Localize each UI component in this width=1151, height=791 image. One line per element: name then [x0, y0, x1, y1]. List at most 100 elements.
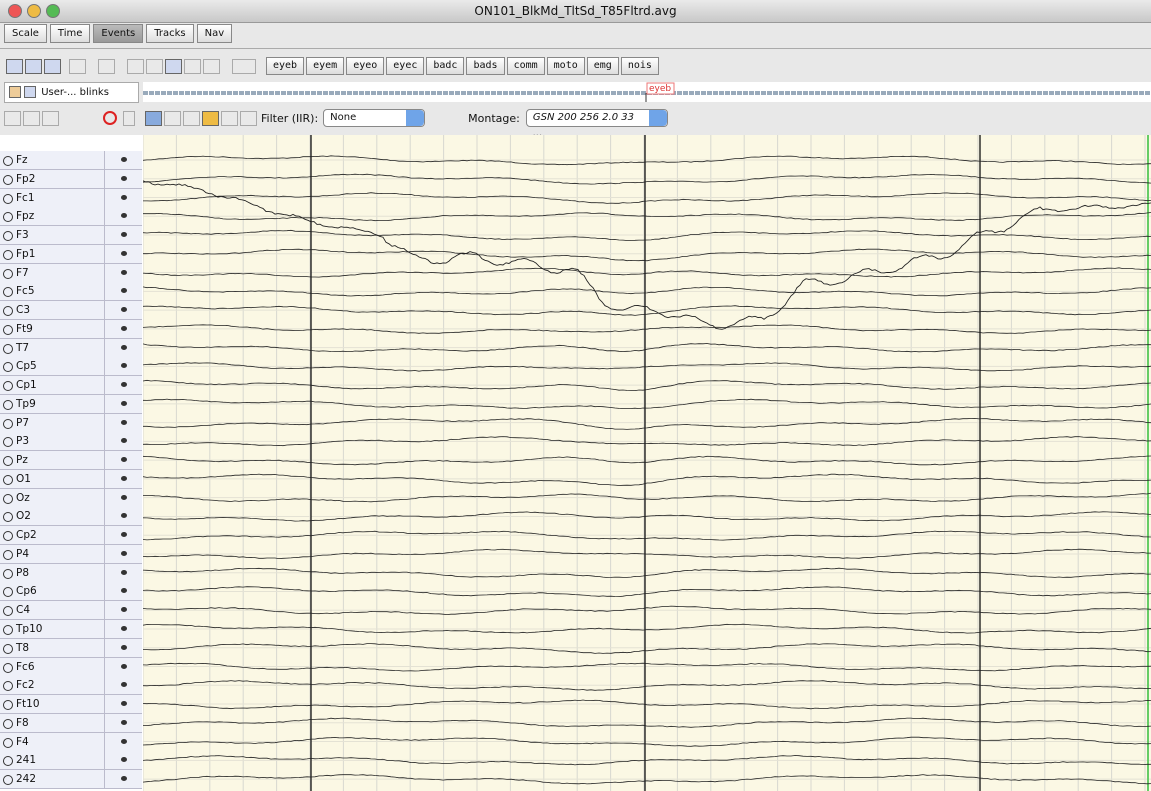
visibility-toggle[interactable]: [104, 676, 143, 695]
event-button[interactable]: nois: [620, 57, 659, 75]
tool-icon[interactable]: [25, 58, 42, 74]
visibility-toggle[interactable]: [104, 469, 143, 488]
tool-icon[interactable]: [146, 58, 163, 74]
tool-icon[interactable]: [165, 58, 182, 74]
channel-row[interactable]: Fz: [0, 151, 142, 170]
visibility-toggle[interactable]: [104, 713, 143, 732]
close-button[interactable]: [8, 4, 22, 18]
visibility-toggle[interactable]: [104, 620, 143, 638]
channel-row[interactable]: Cp1: [0, 376, 143, 396]
tool-icon[interactable]: [183, 110, 200, 126]
tool-icon[interactable]: [203, 58, 220, 74]
visibility-toggle[interactable]: [104, 319, 143, 338]
tool-icon[interactable]: [123, 110, 135, 126]
channel-row[interactable]: Pz: [0, 451, 143, 471]
visibility-toggle[interactable]: [104, 544, 143, 563]
channel-row[interactable]: Fc5: [0, 282, 143, 302]
channel-row[interactable]: F3: [0, 226, 143, 246]
tool-icon[interactable]: [184, 58, 201, 74]
visibility-toggle[interactable]: [104, 563, 143, 582]
channel-row[interactable]: P3: [0, 432, 143, 452]
channel-row[interactable]: Cp6: [0, 582, 143, 602]
visibility-toggle[interactable]: [104, 695, 143, 714]
visibility-toggle[interactable]: [104, 601, 143, 620]
tab[interactable]: Nav: [196, 24, 233, 43]
visibility-toggle[interactable]: [104, 282, 143, 301]
tool-icon[interactable]: [127, 58, 144, 74]
event-button[interactable]: bads: [466, 57, 505, 75]
channel-row[interactable]: Fc1: [0, 188, 143, 208]
tool-icon[interactable]: [44, 58, 61, 74]
tool-icon[interactable]: [145, 110, 162, 126]
event-track-label[interactable]: User-... blinks: [4, 82, 139, 103]
channel-row[interactable]: P4: [0, 544, 143, 564]
tool-icon[interactable]: [221, 110, 238, 126]
visibility-toggle[interactable]: [104, 770, 143, 789]
visibility-toggle[interactable]: [104, 169, 143, 188]
visibility-toggle[interactable]: [104, 657, 143, 676]
visibility-toggle[interactable]: [104, 226, 143, 245]
tab[interactable]: Tracks: [146, 24, 194, 43]
channel-row[interactable]: Fc2: [0, 676, 143, 696]
visibility-toggle[interactable]: [104, 357, 143, 376]
channel-row[interactable]: Fp2: [0, 169, 143, 189]
channel-row[interactable]: T7: [0, 338, 143, 358]
event-button[interactable]: emg: [586, 57, 619, 75]
channel-row[interactable]: 241: [0, 751, 142, 771]
tool-icon[interactable]: [240, 110, 257, 126]
visibility-toggle[interactable]: [104, 376, 143, 395]
event-button[interactable]: comm: [506, 57, 545, 75]
tool-icon[interactable]: [98, 58, 115, 74]
visibility-toggle[interactable]: [104, 151, 143, 169]
visibility-toggle[interactable]: [104, 338, 143, 357]
tool-icon[interactable]: [23, 110, 40, 126]
event-button[interactable]: eyec: [386, 57, 425, 75]
visibility-toggle[interactable]: [104, 526, 143, 545]
filter-select[interactable]: None: [323, 109, 426, 127]
event-button[interactable]: badc: [426, 57, 465, 75]
channel-row[interactable]: O2: [0, 507, 143, 527]
event-button[interactable]: eyeo: [346, 57, 385, 75]
channel-row[interactable]: C3: [0, 301, 143, 321]
zoom-button[interactable]: [46, 4, 60, 18]
montage-select[interactable]: GSN 200 256 2.0 33 ...: [525, 109, 668, 139]
channel-row[interactable]: Fpz: [0, 207, 142, 227]
tool-icon[interactable]: [42, 110, 59, 126]
channel-row[interactable]: T8: [0, 638, 143, 658]
channel-row[interactable]: Tp9: [0, 394, 143, 414]
visibility-toggle[interactable]: [104, 188, 143, 207]
visibility-toggle[interactable]: [104, 432, 143, 451]
channel-row[interactable]: Cp2: [0, 526, 143, 546]
channel-row[interactable]: Ft10: [0, 695, 143, 715]
tool-icon[interactable]: [6, 58, 23, 74]
tab[interactable]: Events: [93, 24, 144, 43]
stop-icon[interactable]: [103, 111, 117, 125]
visibility-toggle[interactable]: [104, 732, 143, 751]
channel-row[interactable]: F8: [0, 713, 143, 733]
visibility-toggle[interactable]: [104, 394, 143, 413]
visibility-toggle[interactable]: [104, 301, 143, 320]
event-marker[interactable]: [646, 82, 675, 95]
visibility-toggle[interactable]: [104, 451, 143, 470]
tool-icon[interactable]: [164, 110, 181, 126]
visibility-toggle[interactable]: [104, 263, 143, 282]
tool-icon[interactable]: [69, 58, 86, 74]
minimize-button[interactable]: [27, 4, 41, 18]
event-button[interactable]: eyem: [306, 57, 345, 75]
visibility-toggle[interactable]: [104, 507, 143, 526]
channel-row[interactable]: C4: [0, 601, 143, 621]
visibility-toggle[interactable]: [104, 488, 143, 507]
channel-row[interactable]: P8: [0, 563, 143, 583]
tab[interactable]: Time: [49, 24, 91, 43]
visibility-toggle[interactable]: [104, 638, 143, 657]
tab[interactable]: Scale: [4, 24, 47, 43]
visibility-toggle[interactable]: [104, 413, 143, 432]
visibility-toggle[interactable]: [104, 582, 143, 601]
channel-row[interactable]: Tp10: [0, 620, 142, 639]
channel-row[interactable]: Oz: [0, 488, 143, 508]
event-button[interactable]: eyeb: [266, 57, 305, 75]
channel-row[interactable]: O1: [0, 469, 143, 489]
tool-icon[interactable]: [232, 58, 256, 74]
tool-icon[interactable]: [202, 110, 219, 126]
event-button[interactable]: moto: [546, 57, 585, 75]
